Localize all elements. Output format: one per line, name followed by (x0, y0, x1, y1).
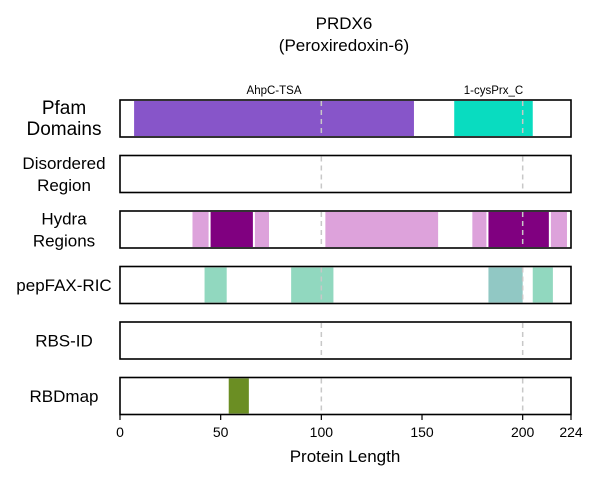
feature-bar (204, 267, 227, 303)
track-1: Disordered Region (22, 154, 572, 195)
feature-bar (228, 378, 249, 414)
track-label: RBDmap (30, 387, 99, 406)
feature-bar (254, 212, 269, 247)
track-label: pepFAX-RIC (16, 276, 111, 295)
track-2: Hydra Regions (33, 210, 572, 251)
x-tick-label: 224 (559, 424, 583, 440)
track-label-line: pepFAX-RIC (16, 276, 111, 295)
chart-title: PRDX6 (316, 14, 373, 33)
chart-subtitle: (Peroxiredoxin-6) (279, 36, 409, 55)
x-tick-label: 150 (410, 424, 434, 440)
track-background (120, 155, 571, 193)
track-frame (119, 210, 572, 249)
feature-bar (488, 267, 523, 303)
x-axis-title: Protein Length (290, 447, 401, 466)
x-axis: 0 50 100 150 200 224 (116, 415, 583, 440)
track-label: Disordered Region (22, 154, 105, 195)
track-frame (119, 376, 572, 416)
track-label: Pfam Domains (27, 98, 102, 140)
track-label-line: Domains (27, 119, 102, 140)
feature-label: AhpC-TSA (247, 85, 302, 97)
tracks-layer: AhpC-TSA 1-cysPrx_C Pfam Domains Disordered R… (16, 85, 572, 416)
x-tick-label: 50 (213, 424, 229, 440)
track-label-line: Region (37, 176, 91, 195)
track-label-line: RBS-ID (35, 332, 93, 351)
track-frame (119, 154, 572, 194)
track-4: RBS-ID (35, 321, 572, 360)
x-tick-label: 100 (310, 424, 334, 440)
feature-bar (472, 212, 487, 247)
track-label-line: Hydra (41, 210, 87, 229)
feature-bar (488, 212, 549, 247)
feature-bar (532, 267, 553, 303)
feature-bar (192, 212, 209, 247)
feature-label: 1-cysPrx_C (464, 85, 523, 97)
track-frame (119, 265, 572, 305)
track-background (120, 322, 571, 359)
feature-bar (134, 101, 414, 136)
feature-bar (550, 212, 567, 247)
feature-bar (325, 212, 439, 247)
track-label-line: Regions (33, 232, 95, 251)
track-background (120, 377, 571, 415)
track-frame (119, 321, 572, 360)
track-0: AhpC-TSA 1-cysPrx_C Pfam Domains (27, 85, 572, 140)
track-5: RBDmap (30, 376, 572, 416)
track-label-line: Disordered (22, 154, 105, 173)
track-frame (119, 99, 572, 138)
feature-bar (454, 101, 533, 136)
track-label-line: RBDmap (30, 387, 99, 406)
x-tick-label: 0 (116, 424, 124, 440)
feature-bar (291, 267, 334, 303)
track-3: pepFAX-RIC (16, 265, 572, 305)
track-label: Hydra Regions (33, 210, 95, 251)
x-tick-label: 200 (511, 424, 535, 440)
track-label-line: Pfam (42, 98, 86, 119)
track-label: RBS-ID (35, 332, 93, 351)
feature-bar (210, 212, 253, 247)
